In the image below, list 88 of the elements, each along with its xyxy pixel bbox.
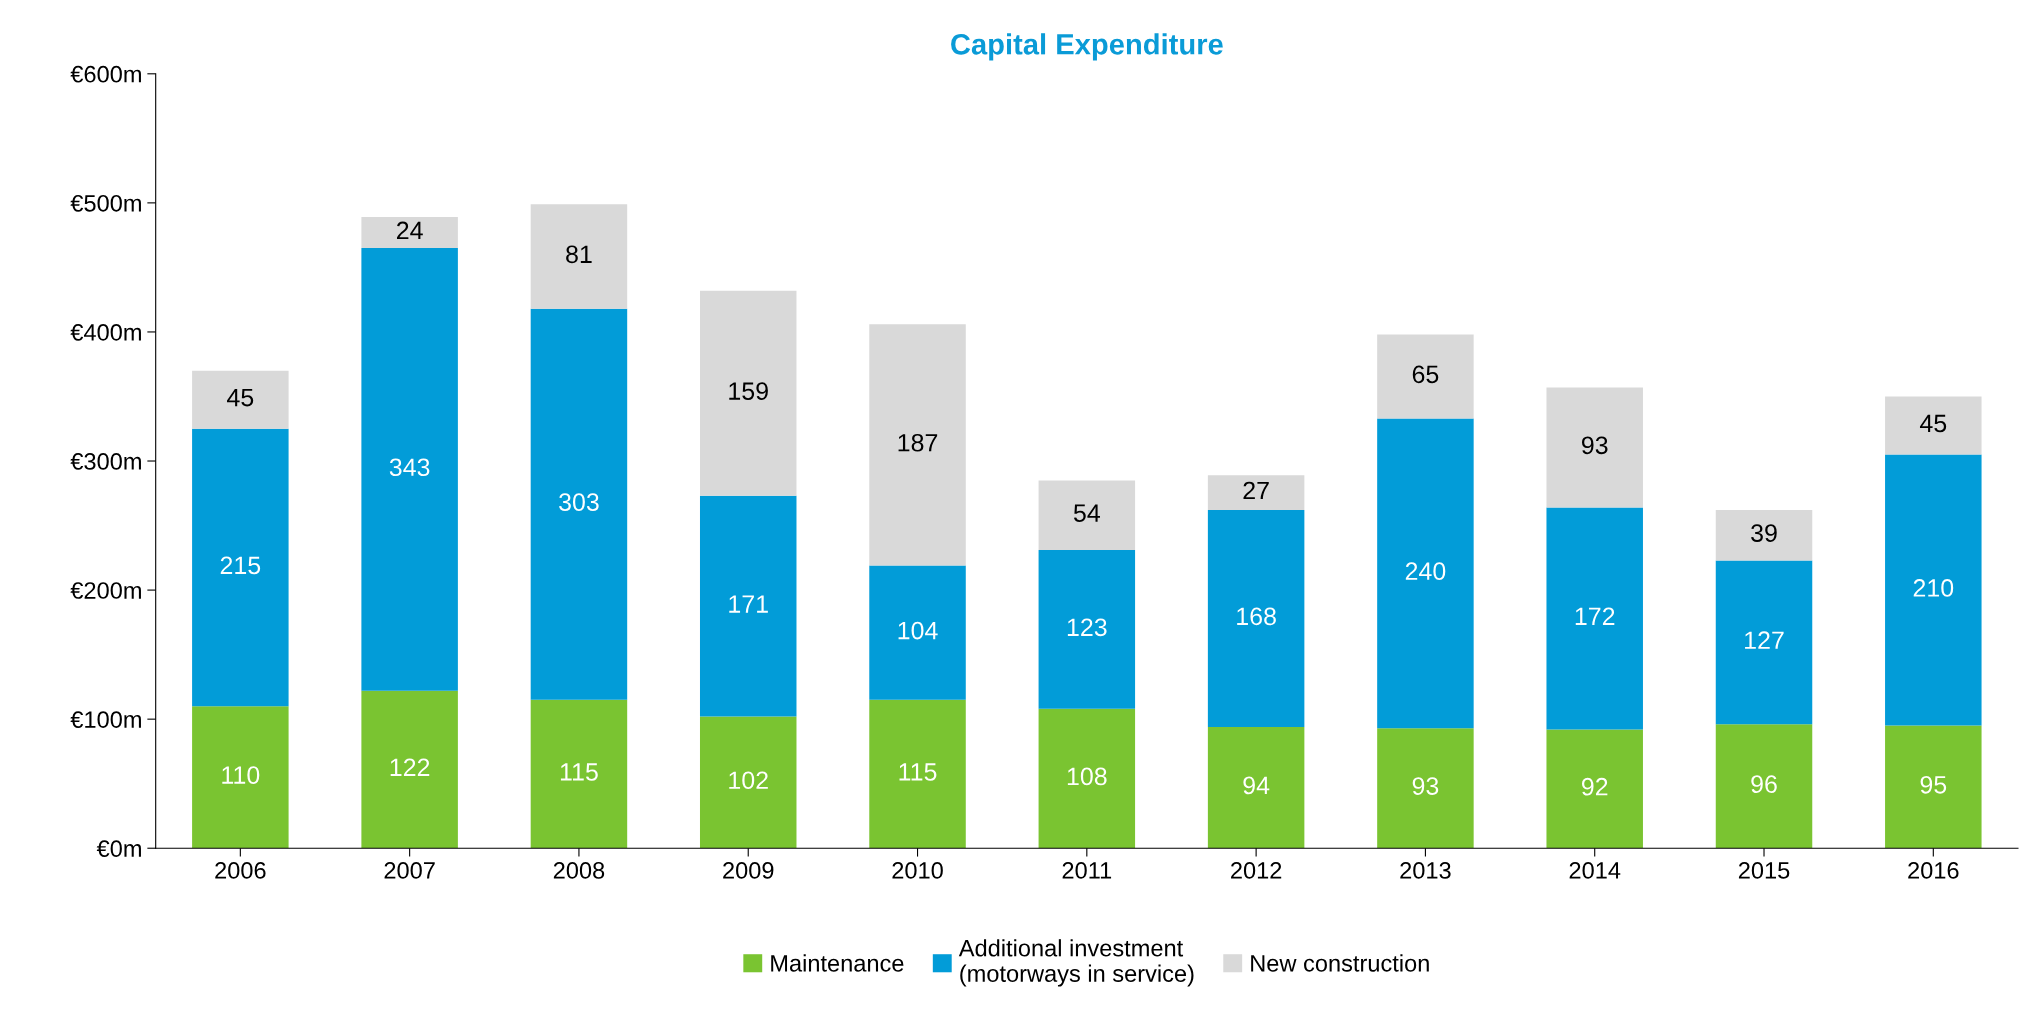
x-tick-label: 2010	[892, 862, 943, 879]
bar	[530, 204, 628, 309]
bar	[361, 248, 458, 691]
x-tick-label: 2011	[1062, 862, 1112, 879]
bar	[361, 217, 458, 249]
bar	[1377, 334, 1474, 419]
data-label: 93	[1581, 436, 1608, 455]
data-label: 24	[396, 221, 423, 240]
bar	[1546, 387, 1643, 508]
data-label: 343	[389, 458, 430, 477]
chart-title: Capital Expenditure	[951, 33, 1223, 61]
y-tick-label: €600m	[70, 65, 141, 83]
data-label: 159	[729, 382, 768, 400]
x-tick-label: 2012	[1231, 862, 1282, 879]
data-label: 240	[1405, 562, 1446, 581]
data-label: 92	[1581, 777, 1608, 796]
bar	[1377, 728, 1474, 849]
data-label: 110	[222, 766, 260, 784]
x-tick-label: 2008	[553, 862, 605, 879]
bar	[192, 370, 289, 429]
data-label: 210	[1913, 579, 1954, 597]
data-label: 45	[1919, 414, 1947, 433]
data-label: 93	[1412, 777, 1439, 795]
bar	[530, 699, 628, 849]
data-label: 96	[1751, 775, 1777, 793]
data-label: 127	[1745, 631, 1784, 649]
bar	[1715, 724, 1813, 849]
x-tick-label: 2006	[215, 862, 266, 879]
data-label: 115	[560, 763, 598, 781]
bar	[1207, 510, 1305, 727]
bar	[699, 716, 797, 849]
data-label: 45	[227, 388, 254, 407]
data-label: 123	[1067, 618, 1107, 637]
data-label: 122	[390, 758, 430, 776]
data-label: 95	[1920, 775, 1947, 794]
bar	[1546, 507, 1643, 730]
bar	[530, 308, 628, 700]
legend-label: New construction	[1251, 954, 1429, 972]
legend-label: Maintenance	[771, 954, 904, 972]
data-label: 102	[729, 771, 768, 790]
y-tick-label: €0m	[96, 840, 141, 858]
bar	[192, 706, 289, 849]
x-tick-label: 2015	[1738, 862, 1790, 879]
bar	[1885, 454, 1982, 726]
bar	[1715, 510, 1813, 561]
bar	[1207, 475, 1305, 511]
legend-label: Additional investment (motorways in service)	[958, 939, 1194, 987]
data-label: 215	[220, 556, 261, 575]
bar	[699, 495, 797, 717]
x-tick-label: 2016	[1908, 862, 1959, 879]
bar	[1038, 708, 1136, 849]
x-tick-label: 2007	[384, 862, 435, 879]
data-label: 187	[898, 433, 938, 452]
x-tick-label: 2014	[1569, 862, 1621, 879]
y-tick-label: €200m	[70, 582, 141, 599]
data-label: 104	[898, 621, 938, 640]
data-label: 172	[1575, 607, 1615, 625]
y-tick-label: €500m	[70, 194, 141, 212]
data-label: 168	[1237, 607, 1276, 626]
bar	[1377, 418, 1474, 729]
bar	[869, 699, 966, 849]
bar	[869, 324, 966, 566]
data-label: 81	[566, 245, 592, 264]
bar	[361, 690, 458, 849]
data-label: 65	[1412, 365, 1439, 384]
data-label: 171	[729, 595, 768, 613]
data-label: 303	[559, 493, 599, 511]
data-label: 94	[1243, 776, 1270, 795]
bar	[1038, 550, 1136, 709]
data-label: 54	[1073, 504, 1100, 522]
bar	[699, 290, 797, 496]
x-tick-label: 2009	[723, 862, 774, 879]
bar	[1207, 726, 1305, 849]
data-label: 108	[1067, 767, 1107, 786]
bar	[869, 565, 966, 700]
x-tick-label: 2013	[1400, 862, 1451, 879]
bar	[1715, 560, 1813, 725]
bar	[1038, 480, 1136, 551]
data-label: 39	[1751, 524, 1777, 542]
data-label: 115	[899, 763, 937, 781]
bar	[1546, 729, 1643, 849]
y-tick-label: €300m	[70, 453, 141, 470]
data-label: 27	[1243, 481, 1269, 500]
y-tick-label: €400m	[70, 324, 141, 341]
bar	[1885, 396, 1982, 455]
bar	[1885, 725, 1982, 849]
y-tick-label: €100m	[70, 711, 141, 728]
bar	[192, 428, 289, 707]
